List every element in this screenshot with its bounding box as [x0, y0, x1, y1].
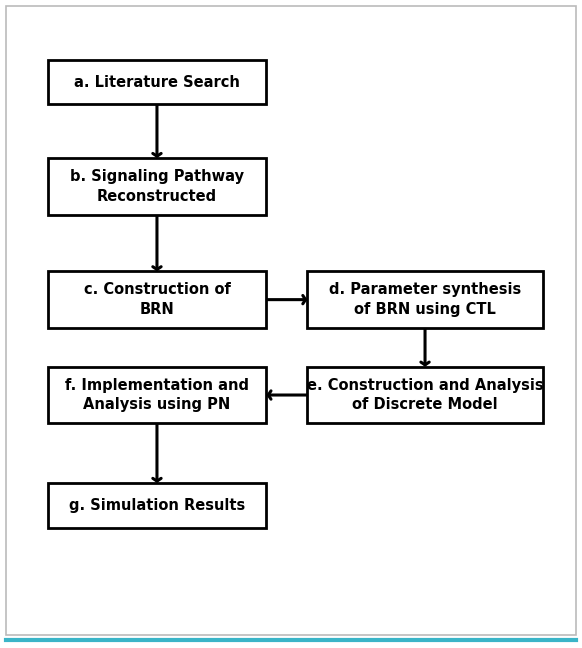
Text: f. Implementation and
Analysis using PN: f. Implementation and Analysis using PN: [65, 378, 249, 412]
Text: b. Signaling Pathway
Reconstructed: b. Signaling Pathway Reconstructed: [70, 169, 244, 203]
Text: d. Parameter synthesis
of BRN using CTL: d. Parameter synthesis of BRN using CTL: [329, 283, 521, 317]
Text: g. Simulation Results: g. Simulation Results: [69, 498, 245, 513]
FancyBboxPatch shape: [48, 158, 267, 214]
FancyBboxPatch shape: [48, 272, 267, 328]
FancyBboxPatch shape: [48, 367, 267, 423]
FancyBboxPatch shape: [307, 367, 542, 423]
Text: e. Construction and Analysis
of Discrete Model: e. Construction and Analysis of Discrete…: [307, 378, 544, 412]
Text: c. Construction of
BRN: c. Construction of BRN: [84, 283, 230, 317]
FancyBboxPatch shape: [48, 60, 267, 104]
Text: a. Literature Search: a. Literature Search: [74, 75, 240, 89]
FancyBboxPatch shape: [48, 483, 267, 527]
FancyBboxPatch shape: [307, 272, 542, 328]
